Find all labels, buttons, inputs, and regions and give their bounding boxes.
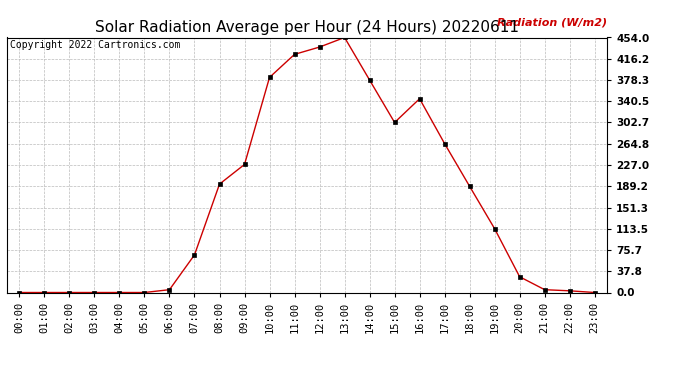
- Title: Solar Radiation Average per Hour (24 Hours) 20220611: Solar Radiation Average per Hour (24 Hou…: [95, 20, 519, 35]
- Text: Radiation (W/m2): Radiation (W/m2): [497, 17, 607, 27]
- Text: Copyright 2022 Cartronics.com: Copyright 2022 Cartronics.com: [10, 40, 180, 50]
